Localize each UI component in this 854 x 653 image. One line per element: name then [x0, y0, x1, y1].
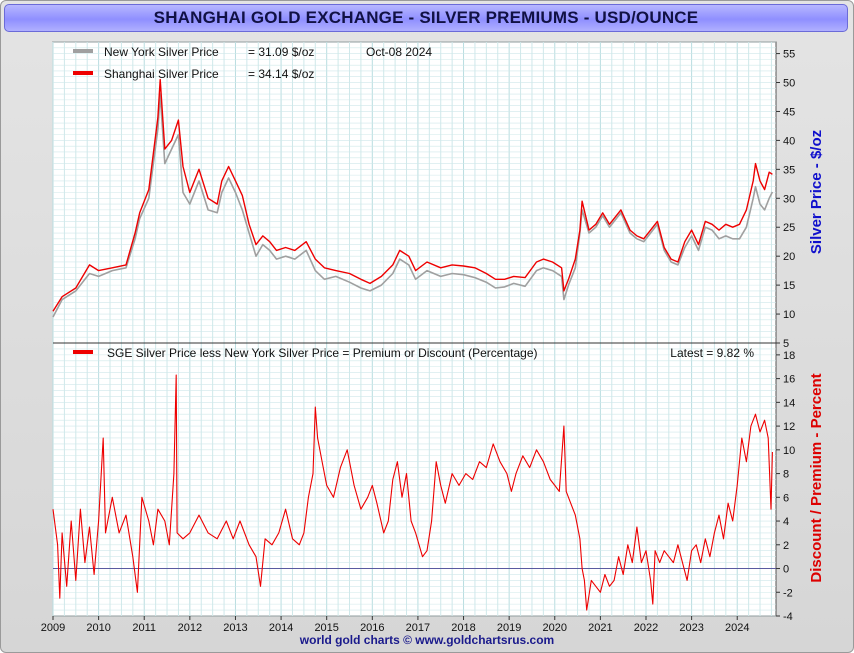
x-tick-label: 2012 [178, 622, 202, 634]
premium-legend-label: SGE Silver Price less New York Silver Pr… [107, 346, 537, 360]
upper-y-axis: 5 10 15 20 25 30 35 40 45 50 55 [776, 49, 795, 350]
premium-line [52, 374, 773, 611]
x-tick-label: 2011 [132, 622, 156, 634]
x-tick-label: 2024 [725, 622, 749, 634]
upper-y-tick-label: 30 [783, 193, 795, 205]
x-tick-label: 2009 [41, 622, 65, 634]
sge-legend-value: = 34.14 $/oz [248, 67, 314, 81]
lower-y-tick-label: 16 [783, 374, 795, 386]
upper-y-tick-label: 25 [783, 222, 795, 234]
upper-y-tick-label: 35 [783, 164, 795, 176]
lower-y-tick-label: 12 [783, 421, 795, 433]
chart-title: SHANGHAI GOLD EXCHANGE - SILVER PREMIUMS… [153, 8, 699, 27]
legend-date: Oct-08 2024 [366, 45, 432, 59]
upper-y-tick-label: 50 [783, 78, 795, 90]
x-tick-label: 2020 [543, 622, 567, 634]
x-tick-label: 2019 [497, 622, 521, 634]
lower-y-tick-label: 10 [783, 445, 795, 457]
title-bar: SHANGHAI GOLD EXCHANGE - SILVER PREMIUMS… [4, 4, 848, 32]
x-tick-label: 2013 [223, 622, 247, 634]
lower-y-tick-label: -4 [783, 611, 793, 623]
lower-y-axis-title: Discount / Premium - Percent [808, 373, 825, 582]
sge-silver-line [52, 78, 773, 312]
upper-y-tick-label: 55 [783, 49, 795, 61]
x-tick-label: 2018 [451, 622, 475, 634]
x-tick-label: 2010 [86, 622, 110, 634]
upper-y-tick-label: 40 [783, 135, 795, 147]
lower-y-tick-label: 14 [783, 397, 795, 409]
ny-silver-line [52, 93, 774, 318]
lower-y-axis: -4 -2 0 2 4 6 8 10 12 14 16 18 [776, 350, 795, 623]
lower-y-tick-label: 8 [783, 469, 789, 481]
lower-y-tick-label: -2 [783, 587, 793, 599]
x-tick-label: 2017 [406, 622, 430, 634]
upper-y-tick-label: 45 [783, 106, 795, 118]
premium-latest: Latest = 9.82 % [670, 346, 754, 360]
upper-y-tick-label: 10 [783, 309, 795, 321]
sge-legend-swatch [73, 71, 93, 75]
x-tick-label: 2022 [634, 622, 658, 634]
x-tick-label: 2023 [679, 622, 703, 634]
upper-y-tick-label: 15 [783, 280, 795, 292]
chart-credit: world gold charts © www.goldchartsrus.co… [299, 633, 555, 647]
x-tick-label: 2015 [314, 622, 338, 634]
lower-series-group [52, 374, 773, 611]
lower-y-tick-label: 0 [783, 564, 789, 576]
lower-legend: SGE Silver Price less New York Silver Pr… [73, 346, 754, 360]
lower-y-tick-label: 18 [783, 350, 795, 362]
upper-legend: New York Silver Price = 31.09 $/oz Oct-0… [73, 45, 432, 81]
ny-legend-value: = 31.09 $/oz [248, 45, 314, 59]
lower-y-tick-label: 4 [783, 516, 789, 528]
lower-y-tick-label: 2 [783, 540, 789, 552]
lower-grid [52, 342, 776, 617]
x-tick-label: 2016 [360, 622, 384, 634]
sge-legend-label: Shanghai Silver Price [104, 67, 219, 81]
upper-series-group [52, 78, 774, 318]
upper-y-tick-label: 20 [783, 251, 795, 263]
x-tick-label: 2014 [269, 622, 293, 634]
upper-y-tick-label: 5 [783, 338, 789, 350]
ny-legend-label: New York Silver Price [104, 45, 219, 59]
plot-area [52, 41, 777, 617]
lower-y-tick-label: 6 [783, 492, 789, 504]
ny-legend-swatch [73, 49, 93, 53]
premium-legend-swatch [73, 350, 93, 354]
upper-grid [52, 41, 776, 344]
x-axis: 2009 2010 2011 2012 2013 2014 2015 2016 2017 2018… [41, 616, 749, 634]
upper-y-axis-title: Silver Price - $/oz [808, 130, 825, 254]
x-tick-label: 2021 [588, 622, 612, 634]
